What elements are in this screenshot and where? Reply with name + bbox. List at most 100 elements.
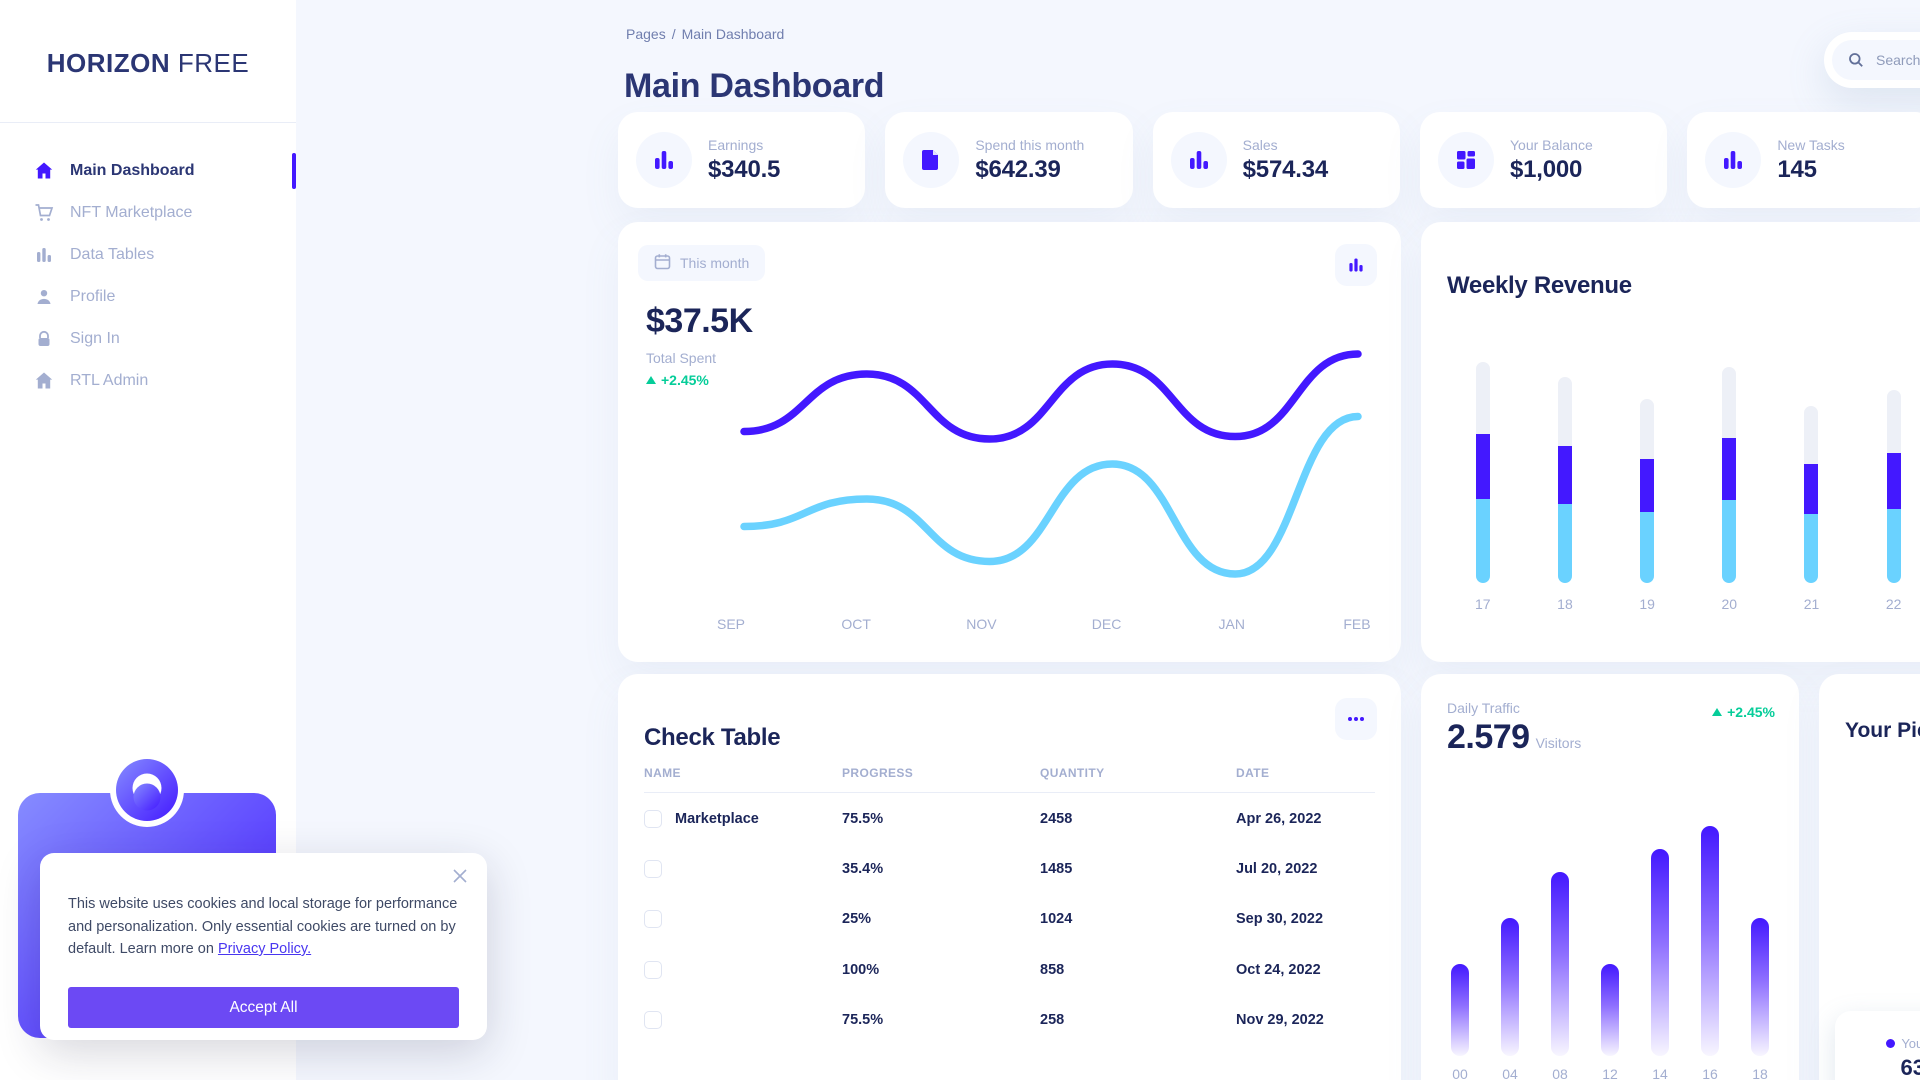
bar-chart-icon: [1349, 258, 1363, 272]
period-label: This month: [680, 255, 750, 271]
period-selector-button[interactable]: This month: [638, 245, 766, 281]
topbar: [1824, 32, 1920, 88]
stat-value: $1,000: [1509, 155, 1583, 183]
accept-all-button[interactable]: Accept All: [68, 987, 459, 1028]
logo-light: FREE: [177, 48, 250, 78]
close-icon[interactable]: [449, 865, 471, 887]
daily-traffic-delta: +2.45%: [1712, 704, 1775, 720]
table-menu-button[interactable]: [1335, 698, 1377, 740]
pie-legend-card: Your Files 63% System 25%: [1835, 1011, 1920, 1080]
stat-value: 145: [1777, 155, 1817, 183]
stat-label: Earnings: [708, 136, 764, 153]
horizon-logo-badge: [110, 753, 184, 827]
column-header-date[interactable]: DATE: [1236, 766, 1270, 780]
document-icon: [903, 132, 960, 188]
weekly-bar: 21: [1803, 406, 1820, 612]
person-icon: [33, 286, 55, 308]
table-row: 75.5% 258 Nov 29, 2022: [644, 1002, 1375, 1038]
page-title: Main Dashboard: [624, 66, 885, 105]
x-axis-label: DEC: [1091, 616, 1122, 632]
cart-icon: [33, 202, 55, 224]
sidebar-item-sign-in[interactable]: Sign In: [0, 318, 296, 360]
breadcrumb-current-link[interactable]: Main Dashboard: [681, 26, 785, 42]
table-row: Marketplace 75.5% 2458 Apr 26, 2022: [644, 801, 1375, 837]
sidebar-item-label: Data Tables: [70, 246, 155, 263]
cell-date: Nov 29, 2022: [1236, 1012, 1324, 1028]
cell-progress: 75.5%: [842, 811, 884, 827]
x-axis-label: NOV: [966, 616, 997, 632]
main-content: Pages / Main Dashboard Main Dashboard: [296, 0, 1920, 1080]
sidebar-item-profile[interactable]: Profile: [0, 276, 296, 318]
cell-quantity: 2458: [1040, 811, 1073, 827]
lock-icon: [33, 328, 55, 350]
column-header-name[interactable]: NAME: [644, 766, 681, 780]
traffic-bar: 16: [1701, 826, 1719, 1080]
stat-card-new-tasks: New Tasks 145: [1687, 112, 1920, 208]
row-checkbox[interactable]: [644, 1011, 662, 1029]
cell-quantity: 1024: [1040, 911, 1073, 927]
row-checkbox[interactable]: [644, 860, 662, 878]
cell-progress: 75.5%: [842, 1012, 884, 1028]
stats-row: Earnings $340.5 Spend this month $642.39…: [618, 112, 1920, 208]
check-table-title: Check Table: [644, 723, 781, 751]
breadcrumb-separator: /: [671, 26, 676, 42]
total-spent-card: This month $37.5K Total Spent +2.45% SEP…: [618, 222, 1401, 662]
x-axis-label: 17: [1475, 596, 1491, 612]
sidebar-item-rtl-admin[interactable]: RTL Admin: [0, 360, 296, 402]
stat-label: Your Balance: [1509, 136, 1593, 153]
total-spent-line-chart: [740, 350, 1362, 578]
x-axis-label: 18: [1752, 1066, 1768, 1080]
row-checkbox[interactable]: [644, 961, 662, 979]
breadcrumb-pages-link[interactable]: Pages: [626, 26, 666, 42]
home-icon: [33, 370, 55, 392]
stat-label: Spend this month: [975, 136, 1085, 153]
weekly-bar: 20: [1722, 367, 1737, 612]
x-axis-label: 00: [1452, 1066, 1468, 1080]
sidebar-item-data-tables[interactable]: Data Tables: [0, 234, 296, 276]
column-header-progress[interactable]: PROGRESS: [842, 766, 914, 780]
x-axis-label: 08: [1552, 1066, 1568, 1080]
cell-quantity: 858: [1040, 962, 1065, 978]
sidebar-nav: Main Dashboard NFT Marketplace Data Tabl…: [0, 150, 296, 402]
chart-options-button[interactable]: [1335, 244, 1377, 286]
x-axis-label: JAN: [1218, 616, 1245, 632]
table-row: 25% 1024 Sep 30, 2022: [644, 901, 1375, 937]
logo-bold: HORIZON: [46, 48, 171, 78]
stat-card-spend-this-month: Spend this month $642.39: [885, 112, 1133, 208]
x-axis-label: 21: [1803, 596, 1820, 612]
row-checkbox[interactable]: [644, 910, 662, 928]
stat-card-earnings: Earnings $340.5: [618, 112, 866, 208]
traffic-bar: 18: [1751, 918, 1769, 1080]
bar-chart-icon: [1170, 132, 1227, 188]
privacy-policy-link[interactable]: Privacy Policy.: [217, 941, 312, 957]
traffic-bar: 08: [1551, 872, 1569, 1080]
weekly-bar: 22: [1885, 390, 1902, 612]
x-axis-label: 22: [1885, 596, 1902, 612]
bar-chart-icon: [636, 132, 692, 188]
sidebar-item-nft-marketplace[interactable]: NFT Marketplace: [0, 192, 296, 234]
sidebar-item-label: Sign In: [70, 330, 120, 347]
x-axis-label: 16: [1702, 1066, 1718, 1080]
stat-value: $642.39: [975, 155, 1061, 183]
table-header-divider: [644, 792, 1375, 793]
column-header-quantity[interactable]: QUANTITY: [1040, 766, 1105, 780]
legend-dot-your-files: [1886, 1038, 1896, 1048]
search-input[interactable]: [1874, 51, 1920, 69]
total-spent-delta: +2.45%: [646, 372, 709, 388]
row-checkbox[interactable]: [644, 810, 662, 828]
traffic-bar: 14: [1651, 849, 1669, 1080]
sidebar-item-main-dashboard[interactable]: Main Dashboard: [0, 150, 296, 192]
table-row: 35.4% 1485 Jul 20, 2022: [644, 851, 1375, 887]
active-indicator: [292, 153, 296, 189]
total-spent-value: $37.5K: [646, 302, 753, 340]
sidebar-item-label: Main Dashboard: [70, 162, 195, 179]
weekly-revenue-card: Weekly Revenue 171819202122232425: [1421, 222, 1920, 662]
x-axis-label: SEP: [716, 616, 745, 632]
home-icon: [33, 160, 55, 182]
pie-chart-title: Your Pie Chart: [1845, 719, 1920, 743]
weekly-bar: 19: [1639, 399, 1655, 612]
cell-date: Oct 24, 2022: [1236, 962, 1321, 978]
table-header-row: NAME PROGRESS QUANTITY DATE: [644, 766, 1375, 780]
x-axis-label: 12: [1602, 1066, 1618, 1080]
cell-date: Sep 30, 2022: [1236, 911, 1324, 927]
